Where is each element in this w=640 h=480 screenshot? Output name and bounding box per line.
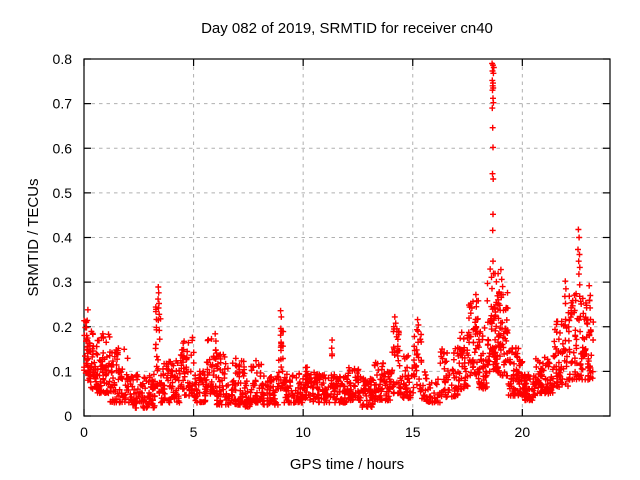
axis-tick-labels: 0 5 10 15 20 0 0.1 0.2 0.3 0.4 0.5 0.6 0.7 0.8	[53, 51, 531, 440]
y-tick-label: 0	[64, 408, 72, 424]
y-tick-label: 0.8	[53, 51, 73, 67]
x-axis-label: GPS time / hours	[290, 456, 404, 473]
plot-border	[83, 58, 611, 417]
y-tick-label: 0.2	[53, 319, 73, 335]
scatter-points	[81, 60, 597, 411]
y-tick-label: 0.7	[53, 96, 73, 112]
x-tick-label: 0	[80, 424, 88, 440]
chart-title: Day 082 of 2019, SRMTID for receiver cn4…	[201, 20, 493, 37]
x-tick-label: 15	[405, 424, 421, 440]
x-tick-label: 20	[515, 424, 531, 440]
y-tick-label: 0.6	[53, 140, 73, 156]
x-tick-label: 10	[295, 424, 311, 440]
y-tick-label: 0.1	[53, 363, 73, 379]
y-axis-label: SRMTID / TECUs	[25, 178, 42, 296]
gridlines	[84, 59, 610, 416]
x-tick-label: 5	[190, 424, 198, 440]
y-tick-label: 0.3	[53, 274, 73, 290]
y-tick-label: 0.4	[53, 230, 73, 246]
y-tick-label: 0.5	[53, 185, 73, 201]
